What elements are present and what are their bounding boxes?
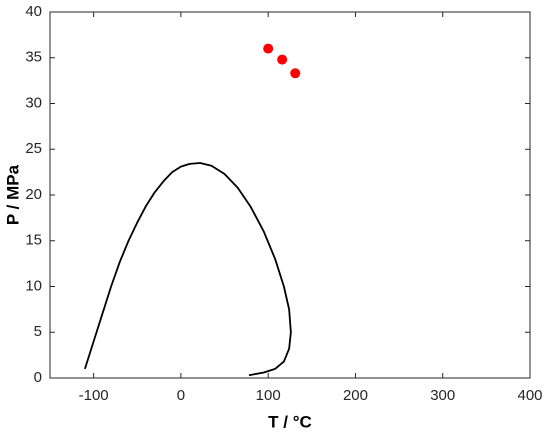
- x-tick-label: 200: [343, 387, 368, 404]
- y-tick-label: 10: [25, 277, 42, 294]
- y-axis-label: P / MPa: [3, 164, 22, 225]
- data-point: [277, 54, 288, 65]
- x-tick-label: 400: [517, 387, 542, 404]
- x-tick-label: 300: [430, 387, 455, 404]
- y-tick-label: 25: [25, 140, 42, 157]
- y-tick-label: 30: [25, 94, 42, 111]
- data-point: [263, 43, 274, 54]
- x-tick-label: 0: [177, 387, 185, 404]
- y-tick-label: 0: [34, 369, 42, 386]
- x-tick-label: 100: [256, 387, 281, 404]
- data-point: [290, 68, 301, 79]
- y-tick-label: 15: [25, 232, 42, 249]
- y-tick-label: 5: [34, 323, 42, 340]
- x-tick-label: -100: [79, 387, 109, 404]
- x-axis-label: T / °C: [268, 412, 312, 431]
- y-tick-label: 40: [25, 3, 42, 20]
- y-tick-label: 20: [25, 186, 42, 203]
- curve: [84, 162, 292, 377]
- y-tick-label: 35: [25, 49, 42, 66]
